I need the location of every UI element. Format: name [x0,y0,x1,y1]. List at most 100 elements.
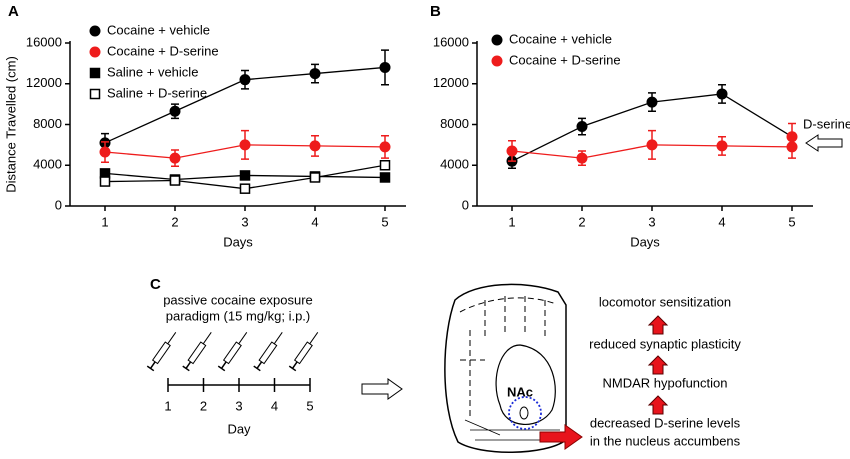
ventricle [495,344,556,425]
marker [89,25,101,37]
day-number: 1 [164,398,171,413]
marker [716,88,728,100]
syringe-barrel [187,341,207,365]
x-tick-label: 2 [578,214,585,229]
syringe-handle [146,365,155,372]
panel-label: C [150,276,161,293]
x-tick-label: 1 [101,214,108,229]
marker [169,175,181,186]
x-tick-label: 1 [508,214,515,229]
marker [379,141,391,153]
syringe [217,332,248,372]
marker [716,140,728,152]
cascade-text: NMDAR hypofunction [603,375,728,390]
marker [379,61,391,73]
cascade-text: locomotor sensitization [599,294,731,309]
panel-label: A [8,3,19,20]
y-tick-label: 8000 [33,116,62,131]
marker [309,140,321,152]
annotation: D-serine [803,116,850,131]
syringe-barrel [258,341,278,365]
brain-line [460,296,546,420]
marker [239,139,251,151]
legend-label: Cocaine + D-serine [509,52,621,67]
marker [576,152,588,164]
syringe-needle [167,332,177,345]
day-number: 2 [200,398,207,413]
syringe-plunger [220,361,227,369]
y-tick-label: 16000 [26,34,62,49]
y-axis-title: Distance Travelled (cm) [3,56,18,193]
syringe-plunger [256,361,263,369]
marker [99,176,111,187]
marker [491,55,503,67]
panel-c-diagram [168,283,583,453]
marker [169,105,181,117]
syringe [253,332,283,372]
hollow-arrow [361,378,403,400]
x-tick-label: 3 [241,214,248,229]
red-arrow [539,424,583,450]
x-tick-label: 5 [381,214,388,229]
marker [89,46,101,58]
syringe-handle [182,365,190,372]
marker [239,170,251,181]
syringe-plunger [149,361,156,369]
syringe-needle [202,332,212,345]
up-arrow [647,315,669,335]
syringe-needle [238,332,248,345]
y-tick-label: 4000 [440,157,469,172]
legend-label: Cocaine + vehicle [509,31,612,46]
cascade-text: decreased D-serine levels [590,415,741,430]
marker [239,183,251,194]
syringe [182,332,212,372]
annotation-arrow [805,134,843,152]
marker [379,172,391,183]
marker [239,74,251,86]
marker [169,152,181,164]
syringe-barrel [222,341,242,365]
syringe [288,332,319,372]
legend-label: Saline + vehicle [107,64,198,79]
up-arrow [647,355,669,375]
syringe-plunger [185,361,192,369]
x-axis-title: Days [630,234,660,249]
paradigm-text: paradigm (15 mg/kg; i.p.) [166,308,311,323]
syringe-handle [217,365,226,372]
nac-circle [508,396,542,430]
brain-line [459,297,557,313]
day-number: 5 [306,398,313,413]
day-number: 3 [235,398,242,413]
x-tick-label: 2 [171,214,178,229]
y-tick-label: 8000 [440,116,469,131]
syringe-barrel [151,341,171,365]
marker [506,145,518,157]
syringe-needle [273,332,283,345]
y-tick-label: 4000 [33,157,62,172]
syringe-handle [288,365,297,372]
legend-label: Cocaine + vehicle [107,22,210,37]
marker [646,96,658,108]
marker [646,139,658,151]
marker [89,67,101,79]
paradigm-text: passive cocaine exposure [163,292,313,307]
panel-label: B [430,3,441,20]
marker [786,141,798,153]
marker [379,160,391,171]
marker [309,68,321,80]
marker [89,88,101,100]
x-tick-label: 5 [788,214,795,229]
y-tick-label: 16000 [433,34,469,49]
marker [99,146,111,158]
y-tick-label: 0 [55,197,62,212]
syringe-barrel [293,341,313,365]
cascade-text: in the nucleus accumbens [590,433,741,448]
day-number: 4 [271,398,278,413]
up-arrow [647,395,669,415]
marker [491,34,503,46]
syringe-plunger [291,361,298,369]
commissure [519,406,529,420]
y-tick-label: 0 [462,197,469,212]
syringe-needle [309,332,319,345]
